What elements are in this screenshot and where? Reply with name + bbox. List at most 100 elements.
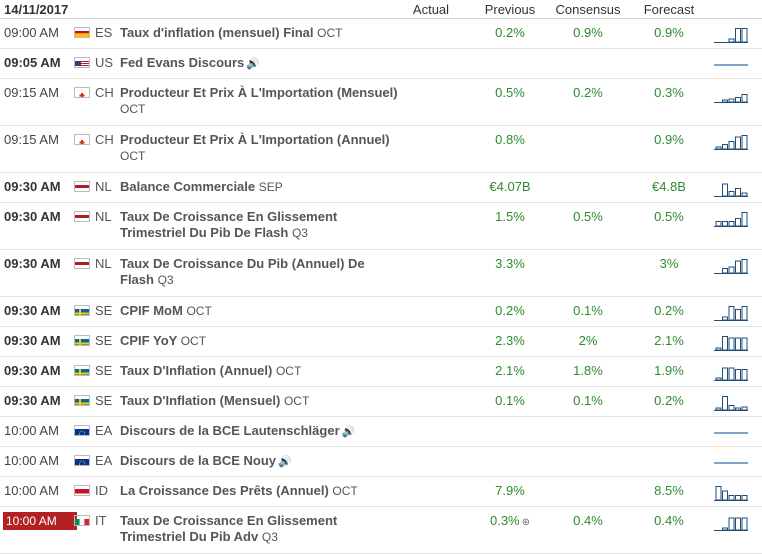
history-bar <box>735 407 741 411</box>
event-row[interactable]: 09:30 AM SE Taux D'Inflation (Mensuel) OCT… <box>0 387 762 417</box>
forecast-value: 0.2% <box>654 303 684 318</box>
event-time: 09:15 AM <box>4 132 59 147</box>
nl-flag-icon <box>74 211 90 222</box>
event-row[interactable]: 09:30 AM NL Balance Commerciale SEP €4.07B €… <box>0 173 762 203</box>
history-bar <box>735 517 741 531</box>
event-name[interactable]: CPIF MoM OCT <box>120 303 402 319</box>
event-name[interactable]: Fed Evans Discours 🔊 <box>120 55 402 72</box>
event-row[interactable]: 09:30 AM NL Taux De Croissance Du Pib (Ann… <box>0 250 762 297</box>
history-bar <box>715 486 722 501</box>
country-code: IT <box>95 513 107 528</box>
event-row[interactable]: 10:00 AM ID La Croissance Des Prêts (Annue… <box>0 477 762 507</box>
speaker-icon: 🔊 <box>278 456 292 468</box>
history-chart-icon[interactable] <box>714 363 748 381</box>
history-chart-icon[interactable] <box>714 85 748 103</box>
event-row[interactable]: 09:30 AM NL Taux De Croissance En Glisseme… <box>0 203 762 250</box>
event-period: OCT <box>180 334 207 348</box>
event-name[interactable]: Producteur Et Prix À L'Importation (Annu… <box>120 132 402 164</box>
event-name[interactable]: Taux d'inflation (mensuel) Final OCT <box>120 25 402 41</box>
event-time: 09:00 AM <box>4 25 59 40</box>
history-chart-icon[interactable] <box>714 25 748 43</box>
history-bar <box>728 306 735 321</box>
col-forecast-header[interactable]: Forecast <box>643 1 695 17</box>
event-row[interactable]: 09:15 AM CH Producteur Et Prix À L'Importa… <box>0 79 762 126</box>
history-bar <box>735 260 741 274</box>
forecast-value: 0.3% <box>654 85 684 100</box>
event-name[interactable]: CPIF YoY OCT <box>120 333 402 349</box>
se-flag-icon <box>74 395 90 406</box>
history-chart-icon[interactable] <box>714 483 748 501</box>
se-flag-icon <box>74 335 90 346</box>
event-time: 09:30 AM <box>4 179 61 194</box>
event-name[interactable]: La Croissance Des Prêts (Annuel) OCT <box>120 483 402 499</box>
history-bar <box>741 495 748 501</box>
history-bar <box>735 97 741 103</box>
id-flag-icon <box>74 485 90 496</box>
history-bar <box>722 527 728 531</box>
history-bar <box>741 192 748 197</box>
event-name[interactable]: Taux De Croissance En Glissement Trimest… <box>120 513 402 545</box>
history-bar <box>741 517 748 531</box>
history-bar <box>735 337 741 351</box>
event-row[interactable]: 10:00 AM IT Taux De Croissance En Glisseme… <box>0 507 762 554</box>
event-row[interactable]: 09:30 AM SE CPIF YoY OCT 2.3% 2% 2.1% <box>0 327 762 357</box>
history-bar <box>722 99 728 103</box>
history-bar <box>728 38 735 43</box>
col-previous-header[interactable]: Previous <box>484 1 536 17</box>
event-row[interactable]: 10:00 AM EA Discours de la BCE Lautenschlä… <box>0 417 762 447</box>
history-bar <box>741 212 748 227</box>
event-period: Q3 <box>291 226 308 240</box>
event-name[interactable]: Producteur Et Prix À L'Importation (Mens… <box>120 85 402 117</box>
country-code: EA <box>95 423 113 438</box>
forecast-value: 0.9% <box>654 132 684 147</box>
event-row[interactable]: 10:00 AM EA Discours de la BCE Nouy 🔊 <box>0 447 762 477</box>
event-title: Taux De Croissance En Glissement Trimest… <box>120 513 338 544</box>
speaker-icon: 🔊 <box>246 58 260 70</box>
history-line-icon[interactable] <box>714 453 748 471</box>
event-name[interactable]: Taux D'Inflation (Mensuel) OCT <box>120 393 402 409</box>
history-bar <box>728 221 735 227</box>
nl-flag-icon <box>74 181 90 192</box>
history-bar <box>722 396 728 411</box>
history-bar <box>741 369 748 381</box>
event-row[interactable]: 09:30 AM SE Taux D'Inflation (Annuel) OCT 2… <box>0 357 762 387</box>
consensus-value: 0.9% <box>573 25 603 40</box>
history-line-icon[interactable] <box>714 55 748 73</box>
event-title: La Croissance Des Prêts (Annuel) <box>120 483 329 498</box>
event-name[interactable]: Discours de la BCE Lautenschläger 🔊 <box>120 423 402 440</box>
history-chart-icon[interactable] <box>714 303 748 321</box>
col-consensus-header[interactable]: Consensus <box>555 1 621 17</box>
history-line-icon[interactable] <box>714 423 748 441</box>
forecast-value: €4.8B <box>652 179 686 194</box>
consensus-value: 0.4% <box>573 513 603 528</box>
history-chart-icon[interactable] <box>714 256 748 274</box>
history-bar <box>722 316 728 321</box>
event-period: SEP <box>258 180 283 194</box>
history-bar <box>722 490 728 501</box>
history-bar <box>728 266 735 274</box>
history-bar <box>741 306 748 321</box>
history-bar <box>728 367 735 381</box>
history-chart-icon[interactable] <box>714 132 748 150</box>
history-chart-icon[interactable] <box>714 209 748 227</box>
history-chart-icon[interactable] <box>714 179 748 197</box>
event-name[interactable]: Taux De Croissance Du Pib (Annuel) De Fl… <box>120 256 402 288</box>
event-row[interactable]: 09:30 AM SE CPIF MoM OCT 0.2% 0.1% 0.2% <box>0 297 762 327</box>
event-period: OCT <box>275 364 302 378</box>
se-flag-icon <box>74 365 90 376</box>
event-name[interactable]: Balance Commerciale SEP <box>120 179 402 195</box>
history-chart-icon[interactable] <box>714 393 748 411</box>
event-row[interactable]: 09:05 AM US Fed Evans Discours 🔊 <box>0 49 762 79</box>
history-chart-icon[interactable] <box>714 513 748 531</box>
event-row[interactable]: 09:00 AM ES Taux d'inflation (mensuel) Fin… <box>0 19 762 49</box>
country-code: SE <box>95 333 113 348</box>
forecast-value: 1.9% <box>654 363 684 378</box>
event-name[interactable]: Taux De Croissance En Glissement Trimest… <box>120 209 402 241</box>
col-actual-header[interactable]: Actual <box>412 1 450 17</box>
history-bar <box>728 405 735 411</box>
country-code: ID <box>95 483 108 498</box>
event-name[interactable]: Discours de la BCE Nouy 🔊 <box>120 453 402 470</box>
event-row[interactable]: 09:15 AM CH Producteur Et Prix À L'Importa… <box>0 126 762 173</box>
history-chart-icon[interactable] <box>714 333 748 351</box>
event-name[interactable]: Taux D'Inflation (Annuel) OCT <box>120 363 402 379</box>
